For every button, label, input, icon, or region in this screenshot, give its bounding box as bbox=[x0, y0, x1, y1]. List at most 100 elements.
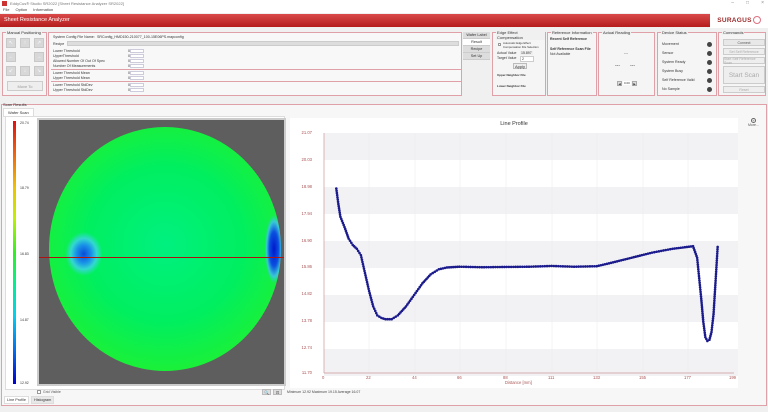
move-up-button[interactable]: ↑ bbox=[20, 38, 30, 48]
move-to-button[interactable]: Move To bbox=[7, 81, 43, 91]
reading-nav-value: 0.00 bbox=[623, 81, 631, 85]
panel-title: Manual Positioning bbox=[6, 30, 42, 35]
upper-threshold-value: 0 bbox=[128, 54, 130, 58]
status-no-sample: No Sample bbox=[662, 87, 712, 92]
upper-threshold-stddev-input[interactable] bbox=[130, 88, 144, 92]
actual-value: 15.897 bbox=[520, 51, 533, 55]
plus-icon: + bbox=[750, 118, 756, 123]
auto-edge-checkbox[interactable] bbox=[498, 43, 501, 46]
config-file-value: SRConfig_HMD150-210077_100-15E06PS.mapco… bbox=[97, 35, 184, 39]
move-left-button[interactable]: ← bbox=[6, 52, 16, 62]
target-value-label: Target Value bbox=[497, 56, 517, 60]
move-down-button[interactable]: ↓ bbox=[20, 66, 30, 76]
tab-recipe[interactable]: Recipe bbox=[463, 46, 490, 53]
wafer-map[interactable] bbox=[37, 118, 286, 386]
window-titlebar: EddyCus® Studio SR2022 [Sheet Resistance… bbox=[0, 0, 768, 7]
move-up-left-button[interactable]: ↖ bbox=[6, 38, 16, 48]
number-of-measurements-value: 0 bbox=[128, 64, 130, 68]
divider bbox=[51, 81, 461, 82]
reading-left: --- bbox=[615, 63, 620, 69]
status-indicator-icon bbox=[707, 78, 712, 83]
move-down-left-button[interactable]: ↙ bbox=[6, 66, 16, 76]
move-up-right-button[interactable]: ↗ bbox=[34, 38, 44, 48]
lower-threshold-input[interactable] bbox=[130, 49, 144, 53]
reset-button[interactable]: Reset bbox=[723, 86, 765, 93]
zoom-buttons: 🔍 ⊡ bbox=[262, 389, 282, 395]
upper-threshold-mean-label: Upper Threshold Mean bbox=[53, 76, 90, 80]
app-icon bbox=[2, 1, 7, 6]
reading-right: --- bbox=[630, 63, 635, 69]
lower-threshold-label: Lower Threshold bbox=[53, 49, 80, 53]
y-tick: 11.70 bbox=[301, 370, 312, 375]
connect-button[interactable]: Connect bbox=[723, 39, 765, 46]
app-header: Sheet Resistance Analyzer bbox=[0, 14, 710, 27]
target-value-input[interactable]: 2 bbox=[520, 56, 534, 62]
color-scale-bar bbox=[13, 121, 16, 384]
upper-threshold-input[interactable] bbox=[130, 54, 144, 58]
move-right-button[interactable]: → bbox=[34, 52, 44, 62]
scan-statistics: Minimum 12.92 Maximum 19.15 Average 16.0… bbox=[287, 390, 361, 394]
line-profile-chart: Line Profile 21.07 20.03 18.98 17.94 16.… bbox=[290, 118, 738, 388]
wafer-heatmap bbox=[49, 127, 281, 371]
tab-wafer-label[interactable]: Wafer Label bbox=[463, 32, 490, 39]
y-tick: 14.82 bbox=[301, 291, 312, 296]
prev-reading-button[interactable]: ◀ bbox=[617, 81, 622, 86]
lower-threshold-mean-value: 0 bbox=[128, 71, 130, 75]
reference-info-panel: Reference Information Recent Self Refere… bbox=[547, 30, 597, 96]
tab-histogram[interactable]: Histogram bbox=[31, 396, 55, 404]
allowed-out-of-spec-value: 0 bbox=[128, 59, 130, 63]
status-self-reference-valid: Self Reference Valid bbox=[662, 78, 712, 83]
start-scan-button[interactable]: Start Scan bbox=[723, 66, 765, 84]
start-self-reference-scan-button[interactable]: Start Self Reference Scan bbox=[723, 57, 765, 65]
chart-bands bbox=[324, 133, 738, 376]
grid-visible-toggle[interactable]: Grid Visible bbox=[37, 390, 61, 394]
lower-threshold-mean-input[interactable] bbox=[130, 71, 144, 75]
lower-threshold-stddev-input[interactable] bbox=[130, 83, 144, 87]
auto-edge-label: Automatic Edge Effect Compensation File … bbox=[503, 41, 539, 49]
minimize-button[interactable]: – bbox=[731, 0, 735, 6]
actual-reading-panel: Actual Reading --- --- --- ◀ 0.00 ▶ bbox=[598, 30, 655, 96]
number-of-measurements-label: Number Of Measurements bbox=[53, 64, 96, 68]
lower-threshold-stddev-label: Lower Threshold StdDev bbox=[53, 83, 93, 87]
grid-visible-checkbox[interactable] bbox=[37, 390, 41, 394]
allowed-out-of-spec-input[interactable] bbox=[130, 59, 144, 63]
menu-file[interactable]: File bbox=[3, 7, 10, 12]
upper-threshold-mean-input[interactable] bbox=[130, 76, 144, 80]
menu-information[interactable]: Information bbox=[33, 7, 54, 12]
config-file-label: System Config File Name: bbox=[53, 35, 95, 39]
menu-option[interactable]: Option bbox=[15, 7, 28, 12]
y-tick: 13.78 bbox=[301, 318, 312, 323]
y-tick: 15.86 bbox=[301, 264, 312, 269]
lower-threshold-mean-label: Lower Threshold Mean bbox=[53, 71, 90, 75]
move-down-right-button[interactable]: ↘ bbox=[34, 66, 44, 76]
divider bbox=[51, 69, 461, 70]
self-reference-status: Not Available bbox=[550, 52, 571, 56]
number-of-measurements-input[interactable] bbox=[130, 64, 144, 68]
x-tick: 155 bbox=[639, 375, 646, 380]
set-self-reference-button[interactable]: Set Self Reference bbox=[723, 48, 765, 55]
chart-title: Line Profile bbox=[500, 121, 528, 127]
lower-threshold-value: 0 bbox=[128, 49, 130, 53]
recipe-dropdown[interactable] bbox=[67, 41, 459, 46]
edge-effect-panel: Edge Effect Compensation Automatic Edge … bbox=[492, 30, 546, 96]
close-button[interactable]: × bbox=[761, 0, 764, 6]
apply-button[interactable]: Apply bbox=[513, 63, 527, 69]
x-tick: 22 bbox=[366, 375, 371, 380]
tab-result[interactable]: Result bbox=[463, 39, 490, 46]
next-reading-button[interactable]: ▶ bbox=[632, 81, 637, 86]
x-tick: 199 bbox=[729, 375, 736, 380]
colorbar-label: 14.87 bbox=[20, 318, 29, 322]
upper-threshold-label: UpperThreshold bbox=[53, 54, 79, 58]
zoom-reset-icon[interactable]: ⊡ bbox=[273, 389, 282, 395]
upper-threshold-stddev-label: Upper Threshold StdDev bbox=[53, 88, 93, 92]
more-button[interactable]: + More... bbox=[748, 118, 759, 127]
maximize-button[interactable]: □ bbox=[746, 0, 750, 6]
zoom-in-icon[interactable]: 🔍 bbox=[262, 389, 271, 395]
colorbar-label: 18.79 bbox=[20, 186, 29, 190]
tab-set-up[interactable]: Set Up bbox=[463, 53, 490, 60]
x-tick: 177 bbox=[684, 375, 691, 380]
window-controls: – □ × bbox=[731, 0, 764, 6]
upper-threshold-mean-value: 0 bbox=[128, 76, 130, 80]
line-profile-cursor[interactable] bbox=[39, 257, 284, 258]
tab-line-profile[interactable]: Line Profile bbox=[4, 396, 29, 404]
